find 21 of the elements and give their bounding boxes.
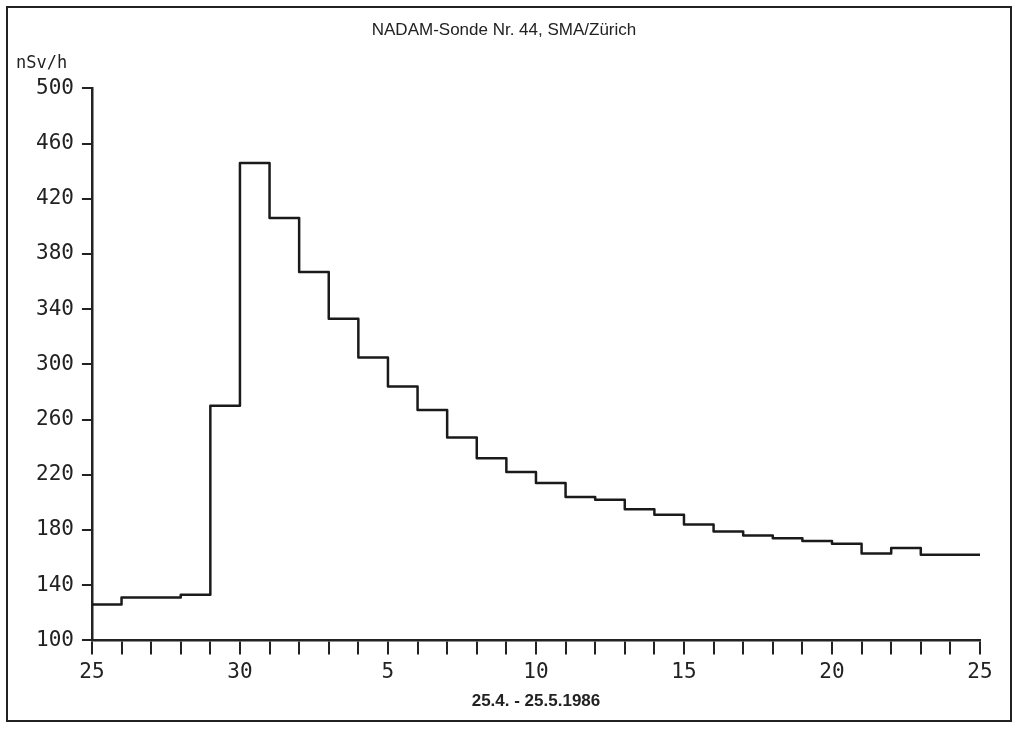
y-tick-label: 220 bbox=[35, 461, 74, 486]
y-axis-title: nSv/h bbox=[16, 52, 68, 73]
y-tick-label: 420 bbox=[35, 185, 74, 210]
x-tick-label: 15 bbox=[671, 659, 697, 684]
x-tick-label: 5 bbox=[381, 659, 395, 684]
y-tick-label: 140 bbox=[35, 571, 74, 596]
y-tick-label: 300 bbox=[35, 350, 74, 375]
y-tick-label: 500 bbox=[35, 74, 74, 99]
y-tick-label: 340 bbox=[35, 295, 74, 320]
x-axis-title: 25.4. - 25.5.1986 bbox=[471, 691, 601, 711]
x-tick-label: 10 bbox=[523, 659, 549, 684]
y-tick-label: 260 bbox=[35, 406, 74, 431]
x-tick-label: 30 bbox=[227, 659, 253, 684]
y-tick-label: 180 bbox=[35, 516, 74, 541]
y-tick-label: 380 bbox=[35, 240, 74, 265]
y-tick-label: 100 bbox=[35, 626, 74, 651]
x-tick-label: 25 bbox=[79, 659, 105, 684]
x-tick-label: 25 bbox=[967, 659, 993, 684]
x-tick-label: 20 bbox=[819, 659, 845, 684]
chart-title: NADAM-Sonde Nr. 44, SMA/Zürich bbox=[371, 19, 637, 39]
y-tick-label: 460 bbox=[35, 130, 74, 155]
